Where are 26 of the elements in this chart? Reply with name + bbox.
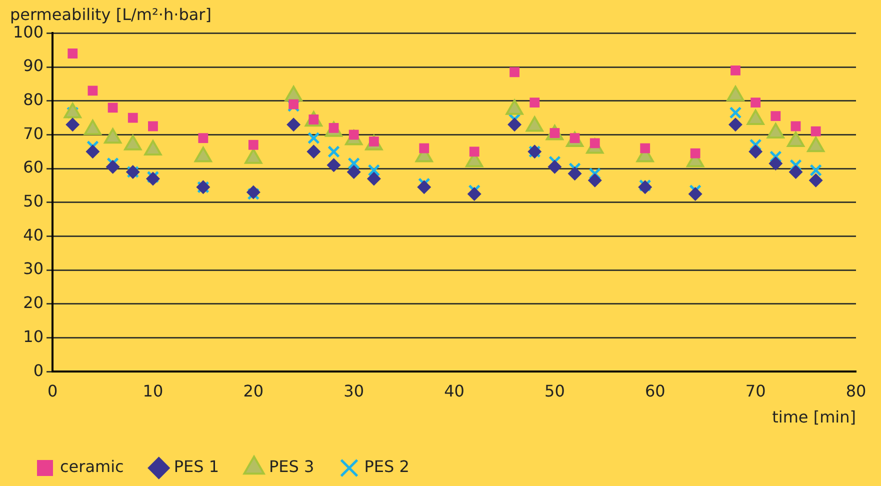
legend-label: PES 3 (269, 457, 314, 476)
x-tick-label: 60 (644, 381, 666, 400)
y-tick-label: 100 (12, 22, 44, 42)
x-tick-label: 30 (344, 381, 364, 400)
x-tick-label: 80 (846, 381, 866, 400)
y-tick-label: 60 (23, 158, 44, 177)
x-tick-label: 20 (243, 381, 264, 400)
y-tick-label: 30 (23, 259, 44, 278)
x-tick-label: 40 (444, 381, 464, 400)
x-tick-label: 50 (544, 381, 565, 400)
x-tick-label: 0 (47, 381, 58, 400)
legend-label: PES 1 (174, 457, 220, 476)
y-tick-label: 40 (23, 225, 44, 244)
legend-label: PES 2 (364, 457, 410, 476)
x-axis-title: time [min] (772, 408, 856, 427)
y-tick-label: 0 (33, 360, 44, 380)
legend-label: ceramic (60, 457, 124, 476)
y-tick-label: 70 (23, 124, 44, 143)
y-tick-label: 50 (23, 192, 44, 211)
y-tick-label: 10 (23, 326, 44, 346)
y-tick-label: 80 (23, 90, 44, 110)
y-tick-label: 90 (23, 56, 44, 76)
x-tick-label: 70 (745, 381, 766, 400)
x-tick-label: 10 (142, 381, 164, 400)
y-tick-label: 20 (23, 293, 44, 312)
y-axis-title: permeability [L/m²·h·bar] (10, 4, 212, 24)
